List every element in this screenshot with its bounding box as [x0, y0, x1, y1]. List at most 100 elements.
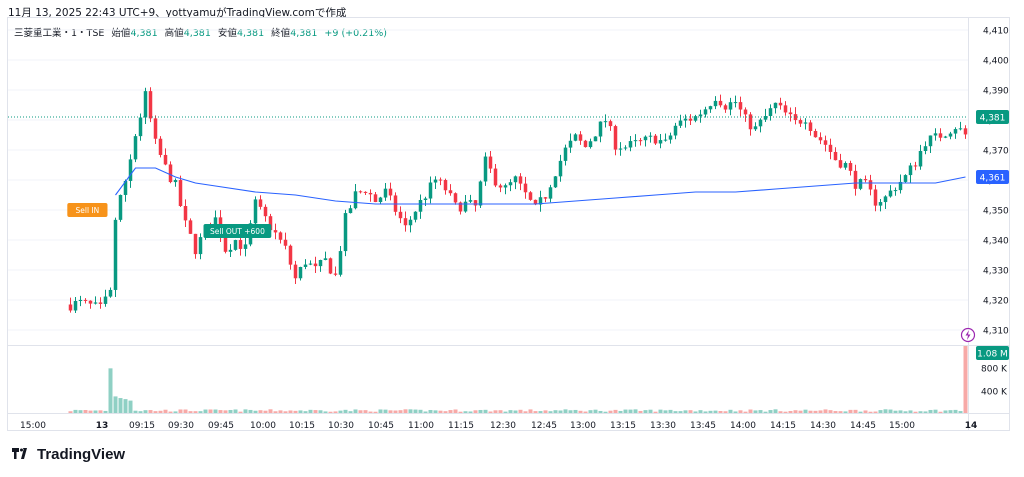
candle-body [663, 139, 668, 141]
volume-bar [778, 411, 783, 413]
candle-body [778, 102, 783, 106]
candle-body [228, 249, 233, 252]
candle-body [158, 138, 163, 155]
legend-open-label: 始値 [111, 28, 131, 39]
candle-body [623, 147, 628, 149]
candle-body [433, 179, 438, 183]
candle-body [578, 134, 583, 141]
volume-bar [128, 400, 133, 413]
candle-body [73, 300, 78, 311]
candle-body [758, 119, 763, 127]
candle-body [78, 299, 83, 301]
volume-last-tag-bg [976, 346, 1009, 360]
volume-bar [838, 411, 843, 413]
volume-bar [493, 410, 498, 413]
candle-body [753, 126, 758, 130]
candle-body [528, 192, 533, 200]
volume-bar [178, 409, 183, 413]
volume-bar [498, 410, 503, 413]
candle-body [938, 133, 943, 138]
volume-bar [718, 411, 723, 413]
volume-bar [818, 410, 823, 413]
candle-body [283, 239, 288, 246]
volume-bar [203, 409, 208, 413]
price-tick-label: 4,390 [983, 87, 1009, 97]
volume-bar [893, 410, 898, 413]
price-tick-label: 4,400 [983, 57, 1009, 67]
candle-body [603, 121, 608, 123]
time-tick-label: 10:00 [250, 421, 276, 431]
chart-caption: 11月 13, 2025 22:43 UTC+9、yottyamuがTradin… [8, 7, 347, 19]
candle-body [133, 136, 138, 160]
candle-body [533, 199, 538, 205]
volume-bar [958, 411, 963, 413]
volume-bar [263, 410, 268, 413]
volume-bar [728, 409, 733, 413]
volume-bar [758, 410, 763, 413]
candle-body [803, 122, 808, 124]
candle-body [168, 164, 173, 183]
candle-body [598, 121, 603, 137]
volume-bar [933, 409, 938, 413]
candle-body [658, 140, 663, 144]
candle-body [183, 206, 188, 221]
volume-bar [413, 409, 418, 413]
legend-high-value: 4,381 [183, 28, 211, 39]
candle-body [498, 185, 503, 188]
volume-bar [723, 411, 728, 413]
candle-body [258, 199, 263, 207]
volume-bar [503, 411, 508, 413]
time-tick-label: 13 [96, 421, 109, 431]
volume-bar [93, 410, 98, 413]
volume-bar [668, 409, 673, 413]
volume-bar [433, 410, 438, 413]
volume-bar [333, 411, 338, 413]
volume-bar [348, 411, 353, 413]
volume-bar [353, 409, 358, 413]
volume-bar [878, 410, 883, 413]
candle-body [873, 189, 878, 206]
candle-body [473, 200, 478, 206]
time-tick-label: 12:45 [531, 421, 557, 431]
volume-bar [228, 409, 233, 413]
candle-body [108, 289, 113, 297]
candle-body [738, 102, 743, 110]
candle-body [508, 182, 513, 186]
volume-bar [848, 409, 853, 413]
volume-bar [858, 411, 863, 413]
candle-body [113, 219, 118, 290]
volume-bar [948, 410, 953, 413]
candle-body [653, 135, 658, 144]
candle-body [358, 191, 363, 193]
candle-body [798, 120, 803, 124]
time-tick-label: 09:45 [208, 421, 234, 431]
volume-bar [883, 409, 888, 413]
volume-bar [188, 411, 193, 413]
volume-bar [273, 411, 278, 413]
candle-body [903, 175, 908, 182]
candle-body [723, 105, 728, 110]
volume-bar [373, 411, 378, 413]
volume-bar [868, 411, 873, 413]
volume-bar [573, 409, 578, 413]
time-tick-label: 14 [965, 421, 978, 431]
chart-frame [7, 17, 1010, 431]
candle-body [693, 116, 698, 121]
candle-body [93, 302, 98, 304]
sell-out-marker: Sell OUT +600 [210, 227, 265, 236]
candle-body [318, 259, 323, 267]
legend-low-label: 安値 [217, 28, 237, 39]
volume-bar [753, 410, 758, 413]
volume-bar [283, 411, 288, 413]
legend-symbol[interactable]: 三菱重工業・1・TSE [14, 28, 105, 39]
candle-body [613, 126, 618, 150]
brand-name: TradingView [37, 446, 126, 463]
volume-bar [423, 411, 428, 413]
tradingview-logo[interactable]: TradingView [10, 446, 125, 463]
candle-body [848, 163, 853, 171]
candle-body [793, 114, 798, 121]
candle-body [308, 263, 313, 265]
candle-body [538, 197, 543, 205]
volume-bar [548, 411, 553, 413]
